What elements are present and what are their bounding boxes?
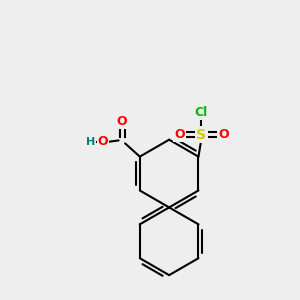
Text: O: O (117, 115, 128, 128)
Text: O: O (218, 128, 229, 141)
Text: S: S (196, 128, 206, 142)
Text: O: O (174, 128, 184, 141)
Text: O: O (98, 135, 108, 148)
Text: H: H (86, 137, 95, 147)
Text: Cl: Cl (195, 106, 208, 119)
